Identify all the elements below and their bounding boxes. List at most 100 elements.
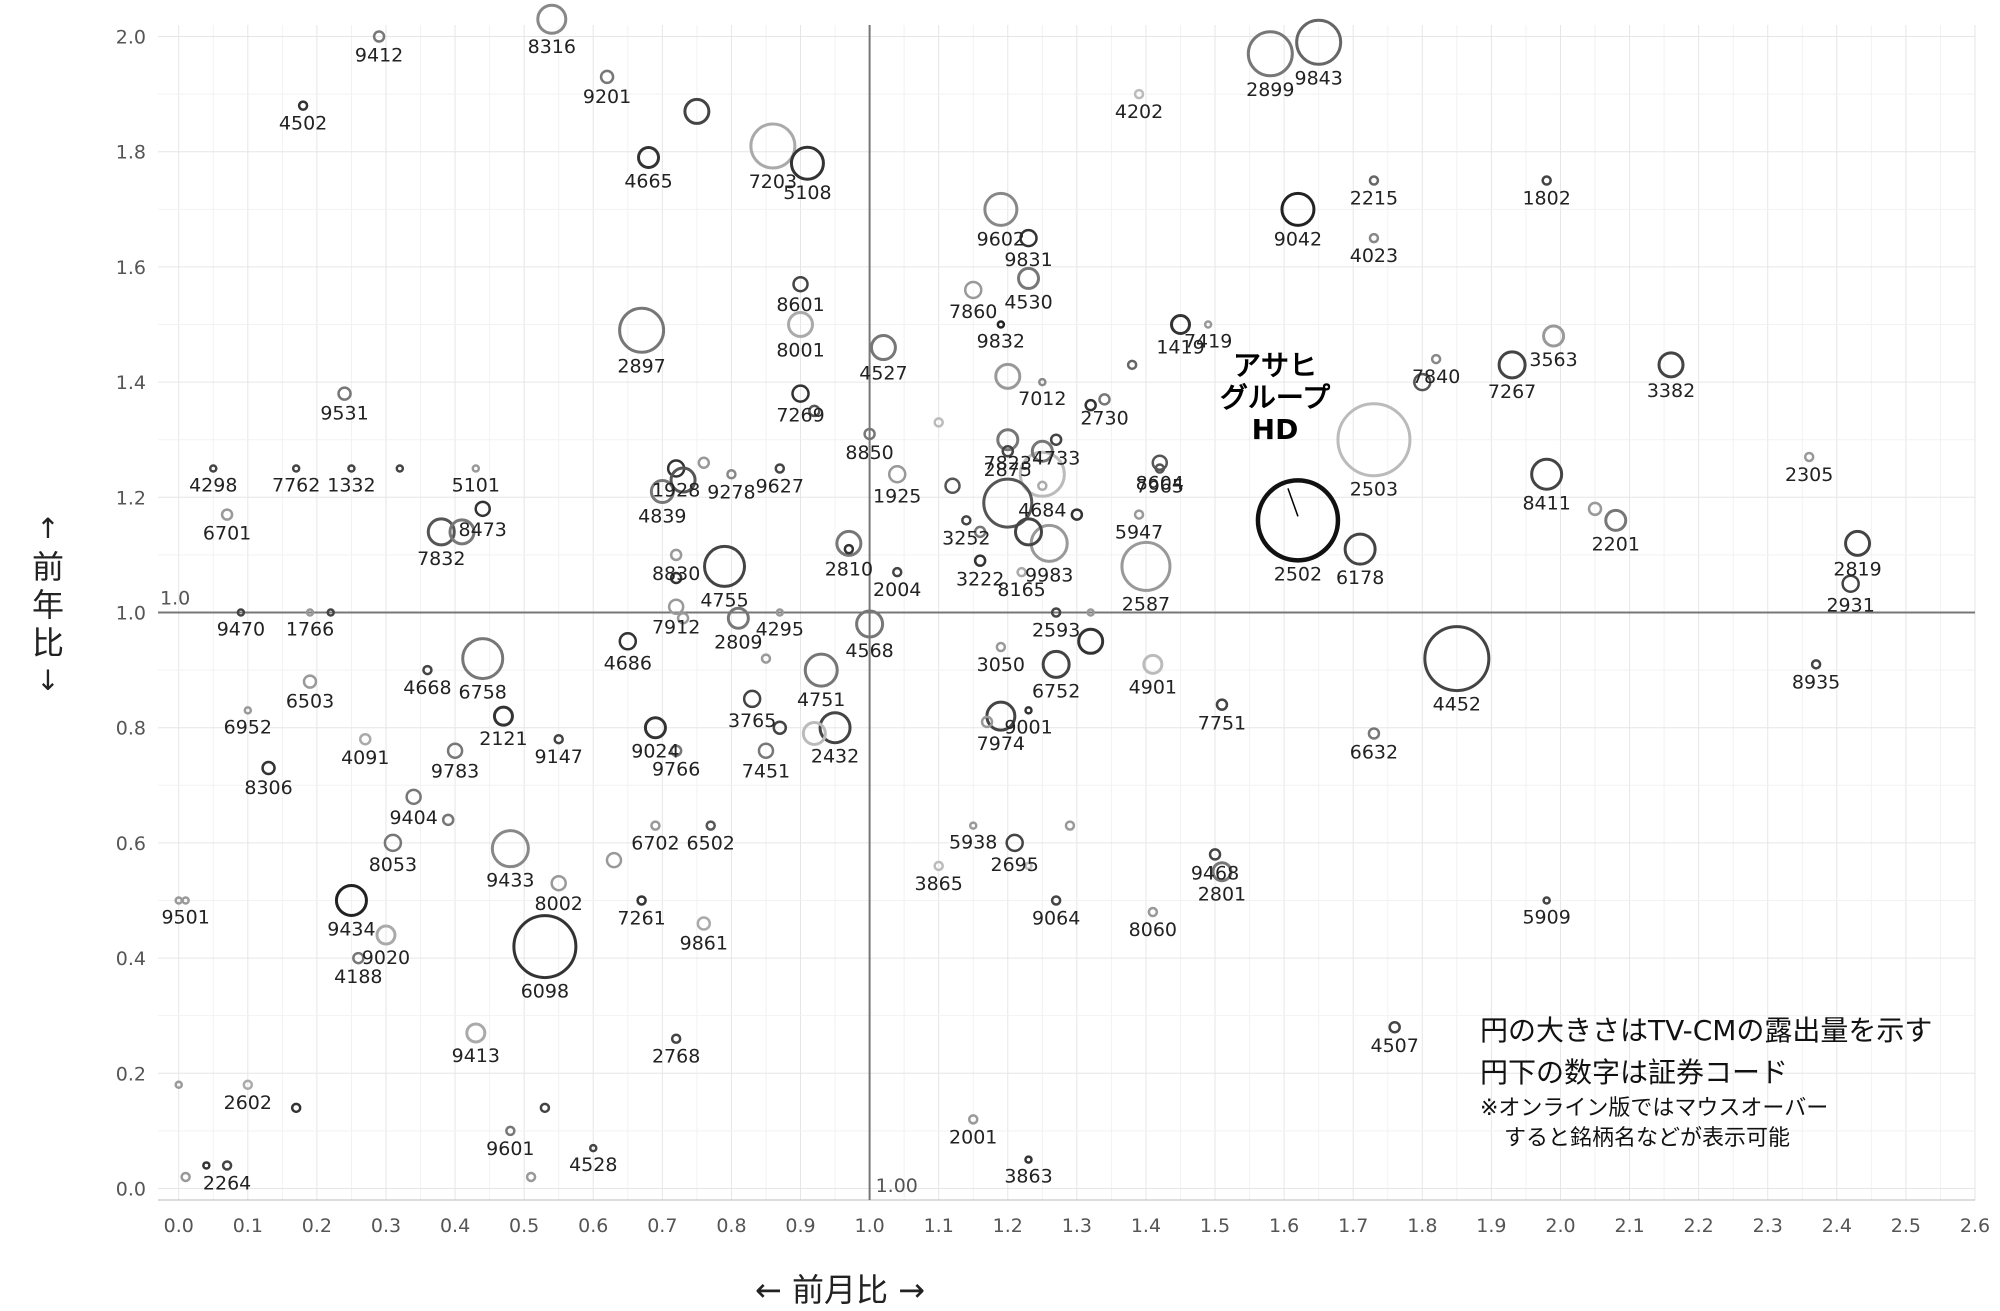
bubble-4298[interactable] [209, 464, 218, 473]
bubble-4901[interactable] [1142, 653, 1164, 675]
bubble-2121[interactable] [492, 705, 514, 727]
bubble-2602[interactable] [242, 1079, 254, 1091]
bubble[interactable] [973, 525, 987, 539]
bubble-9001[interactable] [1024, 706, 1033, 715]
bubble-3563[interactable] [1542, 324, 1566, 348]
bubble[interactable] [290, 1102, 302, 1114]
bubble-9783[interactable] [446, 742, 464, 759]
bubble-4295[interactable] [775, 608, 785, 617]
bubble-2695[interactable] [1005, 833, 1024, 853]
bubble-4684[interactable] [1018, 450, 1066, 498]
bubble-9278[interactable] [726, 469, 737, 480]
bubble[interactable] [174, 1080, 183, 1090]
bubble-3865[interactable] [933, 860, 944, 872]
bubble-9861[interactable] [696, 916, 712, 931]
bubble-8306[interactable] [261, 760, 276, 776]
bubble-3765[interactable] [742, 689, 762, 709]
bubble[interactable] [1014, 517, 1044, 547]
bubble-8935[interactable] [1810, 659, 1822, 670]
bubble-3863[interactable] [1024, 1155, 1033, 1164]
bubble-1925[interactable] [887, 465, 907, 484]
bubble[interactable] [202, 1161, 211, 1170]
bubble-4686[interactable] [618, 632, 638, 651]
bubble[interactable] [697, 456, 711, 469]
bubble-9433[interactable] [490, 829, 530, 869]
bubble-6502[interactable] [705, 820, 716, 831]
bubble[interactable] [1126, 359, 1138, 371]
bubble-2201[interactable] [1604, 508, 1628, 532]
bubble-9042[interactable] [1280, 191, 1316, 227]
bubble-2801[interactable] [1211, 861, 1233, 883]
bubble[interactable] [843, 543, 855, 555]
bubble-7965[interactable] [1154, 463, 1166, 474]
bubble-1766[interactable] [305, 608, 315, 617]
bubble-4023[interactable] [1368, 232, 1380, 244]
bubble-1332[interactable] [347, 464, 356, 473]
bubble-8165[interactable] [1016, 566, 1027, 578]
bubble-9201[interactable] [599, 69, 615, 85]
bubble-7912[interactable] [667, 598, 685, 615]
bubble-2593[interactable] [1050, 607, 1062, 618]
bubble[interactable] [1413, 372, 1432, 392]
bubble-6952[interactable] [243, 706, 253, 715]
bubble-1419[interactable] [1169, 314, 1191, 336]
bubble[interactable] [525, 1171, 537, 1183]
bubble-7451[interactable] [757, 742, 775, 759]
bubble[interactable] [676, 612, 690, 625]
bubble-2819[interactable] [1844, 529, 1872, 557]
bubble-2810[interactable] [835, 529, 863, 557]
bubble-2305[interactable] [1803, 451, 1815, 463]
bubble-2503[interactable] [1336, 402, 1412, 478]
bubble-6758[interactable] [461, 637, 505, 681]
bubble-4202[interactable] [1133, 88, 1145, 100]
bubble-3050[interactable] [995, 641, 1007, 653]
bubble-7751[interactable] [1215, 698, 1229, 711]
bubble[interactable] [1587, 501, 1603, 517]
bubble[interactable] [808, 404, 821, 418]
bubble-6701[interactable] [220, 508, 234, 521]
bubble-9601[interactable] [505, 1125, 516, 1137]
bubble[interactable] [441, 813, 455, 827]
bubble-9468[interactable] [1208, 848, 1222, 861]
bubble-9020[interactable] [375, 924, 397, 946]
bubble-8601[interactable] [792, 275, 809, 293]
bubble[interactable] [980, 715, 994, 729]
bubble-9766[interactable] [669, 744, 683, 757]
bubble-7203[interactable] [749, 122, 797, 170]
bubble-2502[interactable] [1255, 478, 1341, 563]
bubble-4530[interactable] [1017, 266, 1041, 290]
bubble[interactable] [669, 571, 683, 585]
bubble-9843[interactable] [1295, 18, 1343, 66]
bubble-9831[interactable] [1019, 228, 1038, 248]
bubble[interactable] [801, 720, 827, 746]
bubble-2809[interactable] [726, 606, 750, 630]
bubble-2875[interactable] [1001, 444, 1015, 458]
bubble-9434[interactable] [334, 883, 368, 917]
bubble-9413[interactable] [465, 1022, 487, 1044]
bubble-4751[interactable] [803, 652, 839, 688]
bubble[interactable] [539, 1102, 551, 1114]
bubble-4568[interactable] [855, 609, 885, 639]
bubble[interactable] [994, 362, 1022, 390]
bubble-4839[interactable] [649, 479, 675, 505]
bubble-8060[interactable] [1147, 906, 1159, 918]
bubble[interactable] [944, 477, 961, 495]
bubble-9627[interactable] [774, 463, 786, 474]
bubble-2931[interactable] [1841, 574, 1860, 593]
bubble-4502[interactable] [297, 100, 309, 111]
bubble-2432[interactable] [818, 711, 852, 745]
bubble-1802[interactable] [1541, 175, 1552, 186]
bubble-2897[interactable] [618, 306, 666, 354]
bubble-4091[interactable] [359, 732, 372, 746]
bubble-6098[interactable] [512, 914, 578, 980]
bubble-6503[interactable] [302, 674, 318, 689]
bubble[interactable] [326, 608, 335, 617]
bubble[interactable] [1037, 480, 1048, 492]
bubble-4755[interactable] [703, 544, 747, 588]
bubble-2215[interactable] [1368, 175, 1380, 186]
bubble-9404[interactable] [405, 788, 422, 806]
bubble-8001[interactable] [787, 311, 815, 339]
bubble-2587[interactable] [1120, 540, 1172, 592]
bubble-7823[interactable] [996, 428, 1020, 452]
bubble-7269[interactable] [791, 384, 810, 403]
